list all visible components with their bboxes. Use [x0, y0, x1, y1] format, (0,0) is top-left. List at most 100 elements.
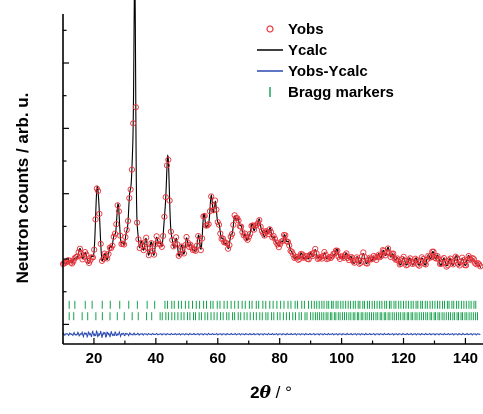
yobs-point	[95, 187, 102, 195]
yobs-point	[144, 245, 151, 252]
yobs-point	[358, 253, 366, 260]
yobs-point	[440, 254, 447, 262]
yobs-point	[235, 217, 242, 224]
yobs-point	[245, 233, 252, 240]
yobs-point	[215, 221, 223, 228]
yobs-point	[189, 247, 197, 254]
x-tick-label: 20	[86, 350, 103, 367]
yobs-point	[74, 253, 81, 260]
yobs-point	[434, 253, 441, 260]
legend-item-ycalc: Ycalc	[257, 42, 327, 59]
x-tick-label: 80	[271, 350, 288, 367]
yobs-point	[193, 242, 200, 249]
difference-series-line	[62, 329, 481, 339]
yobs-point	[113, 221, 120, 228]
yobs-point	[204, 222, 211, 229]
yobs-point	[209, 202, 216, 210]
yobs-point	[178, 243, 185, 250]
yobs-point	[206, 208, 213, 215]
yobs-point	[373, 256, 380, 264]
yobs-point	[275, 244, 282, 251]
yobs-point	[396, 261, 403, 268]
x-tick-label: 140	[453, 350, 478, 367]
yobs-point	[114, 202, 121, 209]
legend-yobs-symbol	[266, 25, 274, 33]
yobs-point	[111, 230, 119, 237]
yobs-point	[132, 104, 139, 111]
yobs-point	[447, 255, 454, 262]
x-tick-label: 40	[148, 350, 165, 367]
x-axis-label-theta: θ	[260, 383, 272, 403]
x-axis-label-symbol: 2	[250, 383, 259, 402]
yobs-point	[256, 217, 263, 224]
yobs-point	[143, 234, 150, 241]
yobs-point	[160, 232, 167, 240]
yobs-point	[284, 238, 291, 245]
yobs-point	[210, 207, 217, 214]
legend-item-diff: Yobs-Ycalc	[257, 63, 368, 80]
yobs-point	[249, 222, 256, 229]
yobs-point	[226, 242, 233, 249]
yobs-point	[228, 231, 236, 238]
yobs-point	[295, 256, 302, 263]
yobs-point	[179, 246, 186, 253]
plot-area	[59, 0, 483, 339]
yobs-point	[166, 197, 173, 204]
yobs-point	[92, 216, 99, 223]
yobs-point	[443, 263, 450, 270]
yobs-point	[70, 258, 77, 265]
yobs-point	[286, 242, 293, 249]
x-tick-label: 120	[391, 350, 416, 367]
yobs-point	[326, 253, 333, 261]
yobs-point	[225, 245, 232, 252]
yobs-point	[122, 234, 129, 241]
x-axis-label: 2θ / °	[250, 383, 292, 403]
yobs-point	[158, 243, 165, 250]
yobs-point	[452, 253, 459, 260]
yobs-point	[115, 208, 122, 215]
yobs-point	[364, 260, 371, 267]
yobs-point	[83, 251, 90, 258]
bragg-markers	[68, 300, 478, 321]
yobs-point	[205, 221, 212, 228]
y-axis-label: Neutron counts / arb. u.	[13, 93, 32, 284]
yobs-point	[119, 240, 126, 247]
yobs-point	[167, 228, 174, 235]
yobs-point	[183, 234, 190, 241]
yobs-point	[121, 241, 128, 248]
legend: Yobs Ycalc Yobs-Ycalc Bragg markers	[257, 21, 394, 101]
yobs-point	[109, 242, 116, 249]
yobs-point	[150, 251, 158, 258]
x-tick-label: 60	[209, 350, 226, 367]
yobs-point	[134, 219, 141, 226]
legend-label: Bragg markers	[288, 84, 394, 101]
yobs-point	[130, 120, 137, 127]
legend-item-yobs: Yobs	[266, 21, 324, 38]
yobs-point	[416, 262, 423, 269]
yobs-point	[251, 226, 258, 233]
yobs-point	[472, 260, 479, 267]
yobs-point	[378, 252, 385, 259]
yobs-point	[356, 260, 363, 267]
yobs-point	[238, 223, 245, 230]
yobs-point	[162, 194, 169, 201]
yobs-point	[161, 213, 168, 220]
yobs-point	[208, 193, 215, 200]
yobs-point	[180, 250, 187, 257]
yobs-point	[310, 249, 317, 256]
yobs-point	[400, 253, 407, 260]
yobs-point	[270, 232, 277, 240]
yobs-point	[89, 254, 96, 261]
yobs-point	[197, 247, 204, 254]
yobs-point	[247, 230, 254, 237]
yobs-point	[386, 249, 393, 256]
yobs-point	[430, 248, 437, 255]
yobs-point	[412, 255, 419, 262]
yobs-point	[313, 250, 320, 257]
yobs-point	[466, 255, 474, 262]
yobs-point	[470, 256, 477, 263]
yobs-point	[163, 162, 171, 169]
yobs-point	[199, 235, 206, 242]
yobs-point	[462, 262, 470, 269]
